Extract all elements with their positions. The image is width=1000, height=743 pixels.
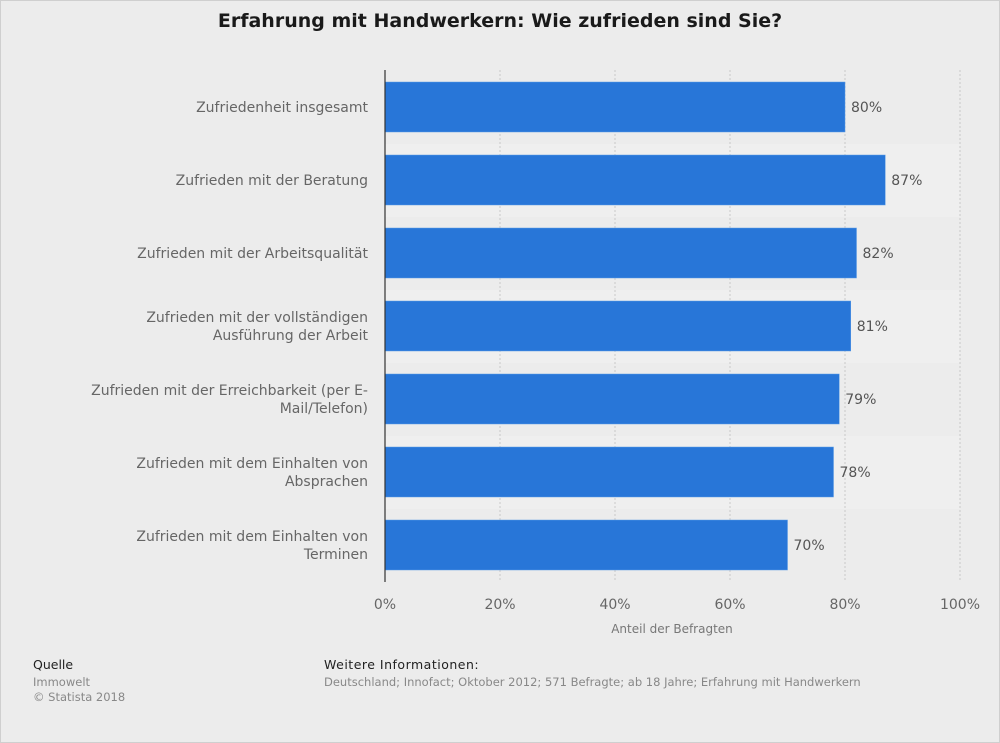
category-label: Zufrieden mit der vollständigen [146,310,368,326]
x-tick-label: 100% [940,597,980,613]
category-label: Zufrieden mit der Beratung [176,173,368,189]
bar [384,373,840,425]
category-label: Zufriedenheit insgesamt [196,100,368,116]
data-label: 79% [845,392,876,408]
category-label: Zufrieden mit dem Einhalten von [136,456,368,472]
bar [384,446,834,498]
category-label: Zufrieden mit der Arbeitsqualität [137,246,368,262]
data-label: 70% [794,538,825,554]
category-label: Ausführung der Arbeit [213,328,369,344]
source-heading: Quelle [33,657,74,672]
data-label: 87% [891,173,922,189]
data-label: 80% [851,100,882,116]
chart-title: Erfahrung mit Handwerkern: Wie zufrieden… [217,10,783,32]
category-label: Absprachen [285,474,368,490]
x-tick-label: 40% [599,597,630,613]
info-text: Deutschland; Innofact; Oktober 2012; 571… [324,675,861,689]
info-heading: Weitere Informationen: [324,657,480,672]
bar [384,300,851,352]
x-tick-label: 20% [484,597,515,613]
x-tick-label: 60% [714,597,745,613]
x-tick-label: 0% [374,597,396,613]
category-label: Zufrieden mit dem Einhalten von [136,529,368,545]
bar [384,227,857,279]
category-label: Terminen [303,547,368,563]
bar [384,154,886,206]
x-axis-label: Anteil der Befragten [611,622,733,636]
x-tick-label: 80% [829,597,860,613]
source-name: Immowelt [33,675,91,689]
category-label: Mail/Telefon) [280,401,368,417]
category-label: Zufrieden mit der Erreichbarkeit (per E- [91,383,368,399]
copyright: © Statista 2018 [33,690,126,704]
data-label: 82% [863,246,894,262]
data-label: 81% [857,319,888,335]
bar [384,519,788,571]
bar [384,81,846,133]
data-label: 78% [840,465,871,481]
